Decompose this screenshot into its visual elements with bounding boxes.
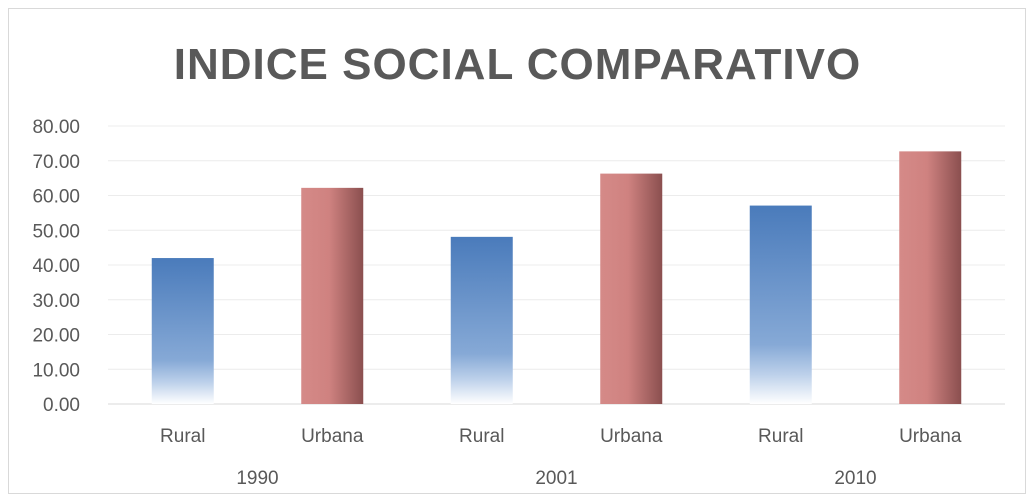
y-tick-label: 80.00 — [32, 117, 80, 138]
bar-rural-2010 — [749, 205, 812, 404]
bar-urbana-2010 — [899, 151, 962, 404]
y-tick-label: 30.00 — [32, 291, 80, 312]
x-tick-label: Urbana — [600, 426, 663, 447]
y-tick-label: 60.00 — [32, 187, 80, 208]
y-tick-label: 40.00 — [32, 256, 80, 277]
chart-frame — [8, 8, 1026, 494]
x-tick-label: Rural — [459, 426, 504, 447]
x-tick-label: Rural — [160, 426, 205, 447]
y-tick-label: 10.00 — [32, 360, 80, 381]
grid-layer — [108, 125, 1005, 405]
bars — [151, 151, 962, 404]
bar-urbana-2001 — [600, 173, 663, 404]
y-axis: 0.00 10.00 20.00 30.00 40.00 50.00 60.00 70.00 8… — [32, 117, 80, 416]
group-label: 2001 — [535, 468, 577, 489]
group-label: 1990 — [236, 468, 278, 489]
y-tick-label: 50.00 — [32, 221, 80, 242]
bar-urbana-1990 — [301, 187, 364, 404]
x-axis: Rural Urbana Rural Urbana Rural Urbana — [160, 426, 962, 447]
y-tick-label: 20.00 — [32, 326, 80, 347]
bar-rural-1990 — [151, 258, 214, 404]
x-tick-label: Urbana — [899, 426, 962, 447]
bar-rural-2001 — [450, 236, 513, 404]
y-tick-label: 70.00 — [32, 152, 80, 173]
group-label: 2010 — [834, 468, 876, 489]
group-axis: 1990 2001 2010 — [236, 468, 876, 489]
chart-title: INDICE SOCIAL COMPARATIVO — [173, 40, 862, 89]
x-tick-label: Rural — [758, 426, 803, 447]
y-tick-label: 0.00 — [43, 395, 80, 416]
x-tick-label: Urbana — [301, 426, 364, 447]
